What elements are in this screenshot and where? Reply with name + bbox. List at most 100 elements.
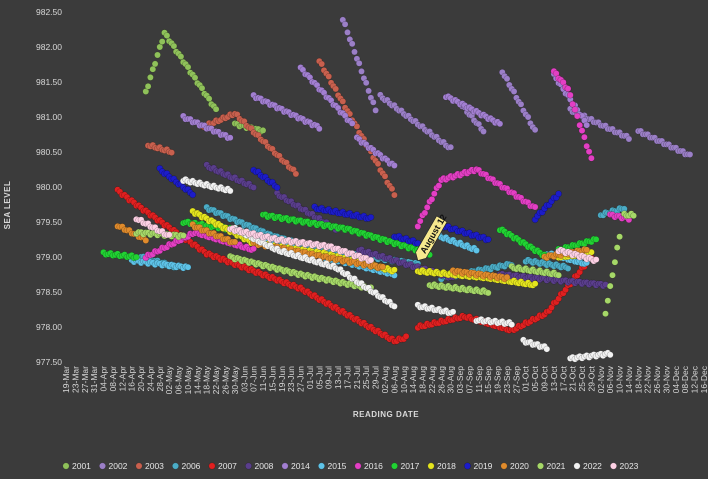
legend-item-2014: 2014 [281,461,310,471]
x-tick-label: 02-Nov [596,365,606,393]
x-tick-label: 29-Jul [371,366,381,389]
x-tick-label: 25-Jul [361,366,371,389]
legend-marker [62,462,70,470]
legend-item-2017: 2017 [391,461,420,471]
data-point [184,263,192,271]
legend-marker [537,462,544,470]
x-tick-label: 04-Dec [671,365,681,393]
data-point [585,148,593,155]
data-point [273,184,281,191]
x-tick-label: 02-May [164,365,174,394]
data-point [484,289,492,297]
data-point [332,85,340,93]
data-point [133,253,140,261]
data-point [428,195,436,203]
data-point [315,125,323,133]
legend-label: 2022 [583,461,602,471]
x-tick-label: 26-May [221,365,231,394]
legend-item-2007: 2007 [208,461,237,471]
x-tick-label: 10-Nov [615,365,625,393]
legend-label: 2017 [401,461,420,471]
data-point [367,213,375,221]
x-tick-label: 06-Aug [389,366,399,394]
legend-label: 2014 [291,461,310,471]
legend-item-2023: 2023 [610,461,639,471]
data-point [374,160,382,168]
data-point [348,40,356,48]
data-point [564,265,572,272]
series-2001 [142,29,267,136]
x-tick-label: 07-Jun [249,366,259,392]
legend-marker [135,462,143,470]
data-point [212,105,220,113]
x-tick-label: 23-Mar [70,366,80,393]
x-tick-label: 24-Apr [145,366,155,392]
x-tick-label: 14-May [192,365,202,394]
data-point [423,204,431,211]
x-tick-label: 01-Oct [521,365,531,391]
data-point [602,310,609,318]
legend-marker [208,462,216,470]
data-point [318,60,326,68]
x-tick-label: 02-Aug [380,366,390,394]
y-tick-label: 980.50 [36,147,62,157]
x-tick-label: 23-Sep [502,366,512,394]
data-point [604,297,612,305]
y-tick-label: 980.00 [36,182,62,192]
data-point [581,133,588,141]
x-tick-label: 22-May [211,365,221,394]
legend-label: 2006 [182,461,201,471]
data-point [435,182,443,189]
data-point [588,154,595,162]
data-point [355,59,363,67]
data-point [259,127,267,134]
data-point [480,128,487,135]
x-tick-label: 22-Nov [643,365,653,393]
x-tick-label: 26-Nov [652,365,662,393]
legend-marker [245,462,252,470]
x-tick-label: 10-May [183,365,193,394]
x-tick-label: 01-Jul [305,366,315,389]
y-tick-label: 981.00 [36,112,62,122]
data-point [391,162,398,169]
data-point [578,127,586,134]
legend-label: 2016 [364,461,383,471]
data-point [484,236,492,243]
data-point [381,172,389,180]
legend-label: 2019 [474,461,493,471]
data-point [367,256,375,264]
legend-item-2001: 2001 [62,461,91,471]
data-point [473,247,480,254]
x-tick-label: 17-Jul [342,366,352,389]
data-points [100,16,694,363]
data-point [365,87,372,95]
data-point [543,345,551,353]
data-point [170,42,178,50]
data-point [250,184,257,191]
x-tick-label: 22-Aug [427,366,437,394]
x-tick-label: 19-Sep [493,366,503,394]
data-point [163,32,171,39]
x-tick-label: 14-Aug [408,366,418,394]
x-tick-label: 10-Aug [399,366,409,394]
data-point [630,212,637,220]
data-point [625,135,633,143]
data-point [341,20,349,28]
x-tick-label: 06-May [174,365,184,394]
x-tick-label: 21-Jul [352,366,362,389]
data-point [606,282,614,290]
x-tick-label: 27-Mar [80,366,90,393]
x-tick-label: 18-Nov [633,365,643,393]
x-tick-label: 16-Dec [699,365,708,393]
data-point [184,63,192,71]
y-tick-label: 982.50 [36,7,62,17]
x-tick-label: 12-Apr [117,366,127,392]
x-tick-label: 03-Jun [239,366,249,392]
x-tick-label: 27-Sep [511,366,521,394]
data-point [555,190,562,198]
x-tick-label: 19-Jun [277,366,287,392]
data-point [517,100,525,108]
data-point [142,88,150,95]
data-point [351,48,358,56]
x-tick-label: 13-Jul [333,366,343,389]
